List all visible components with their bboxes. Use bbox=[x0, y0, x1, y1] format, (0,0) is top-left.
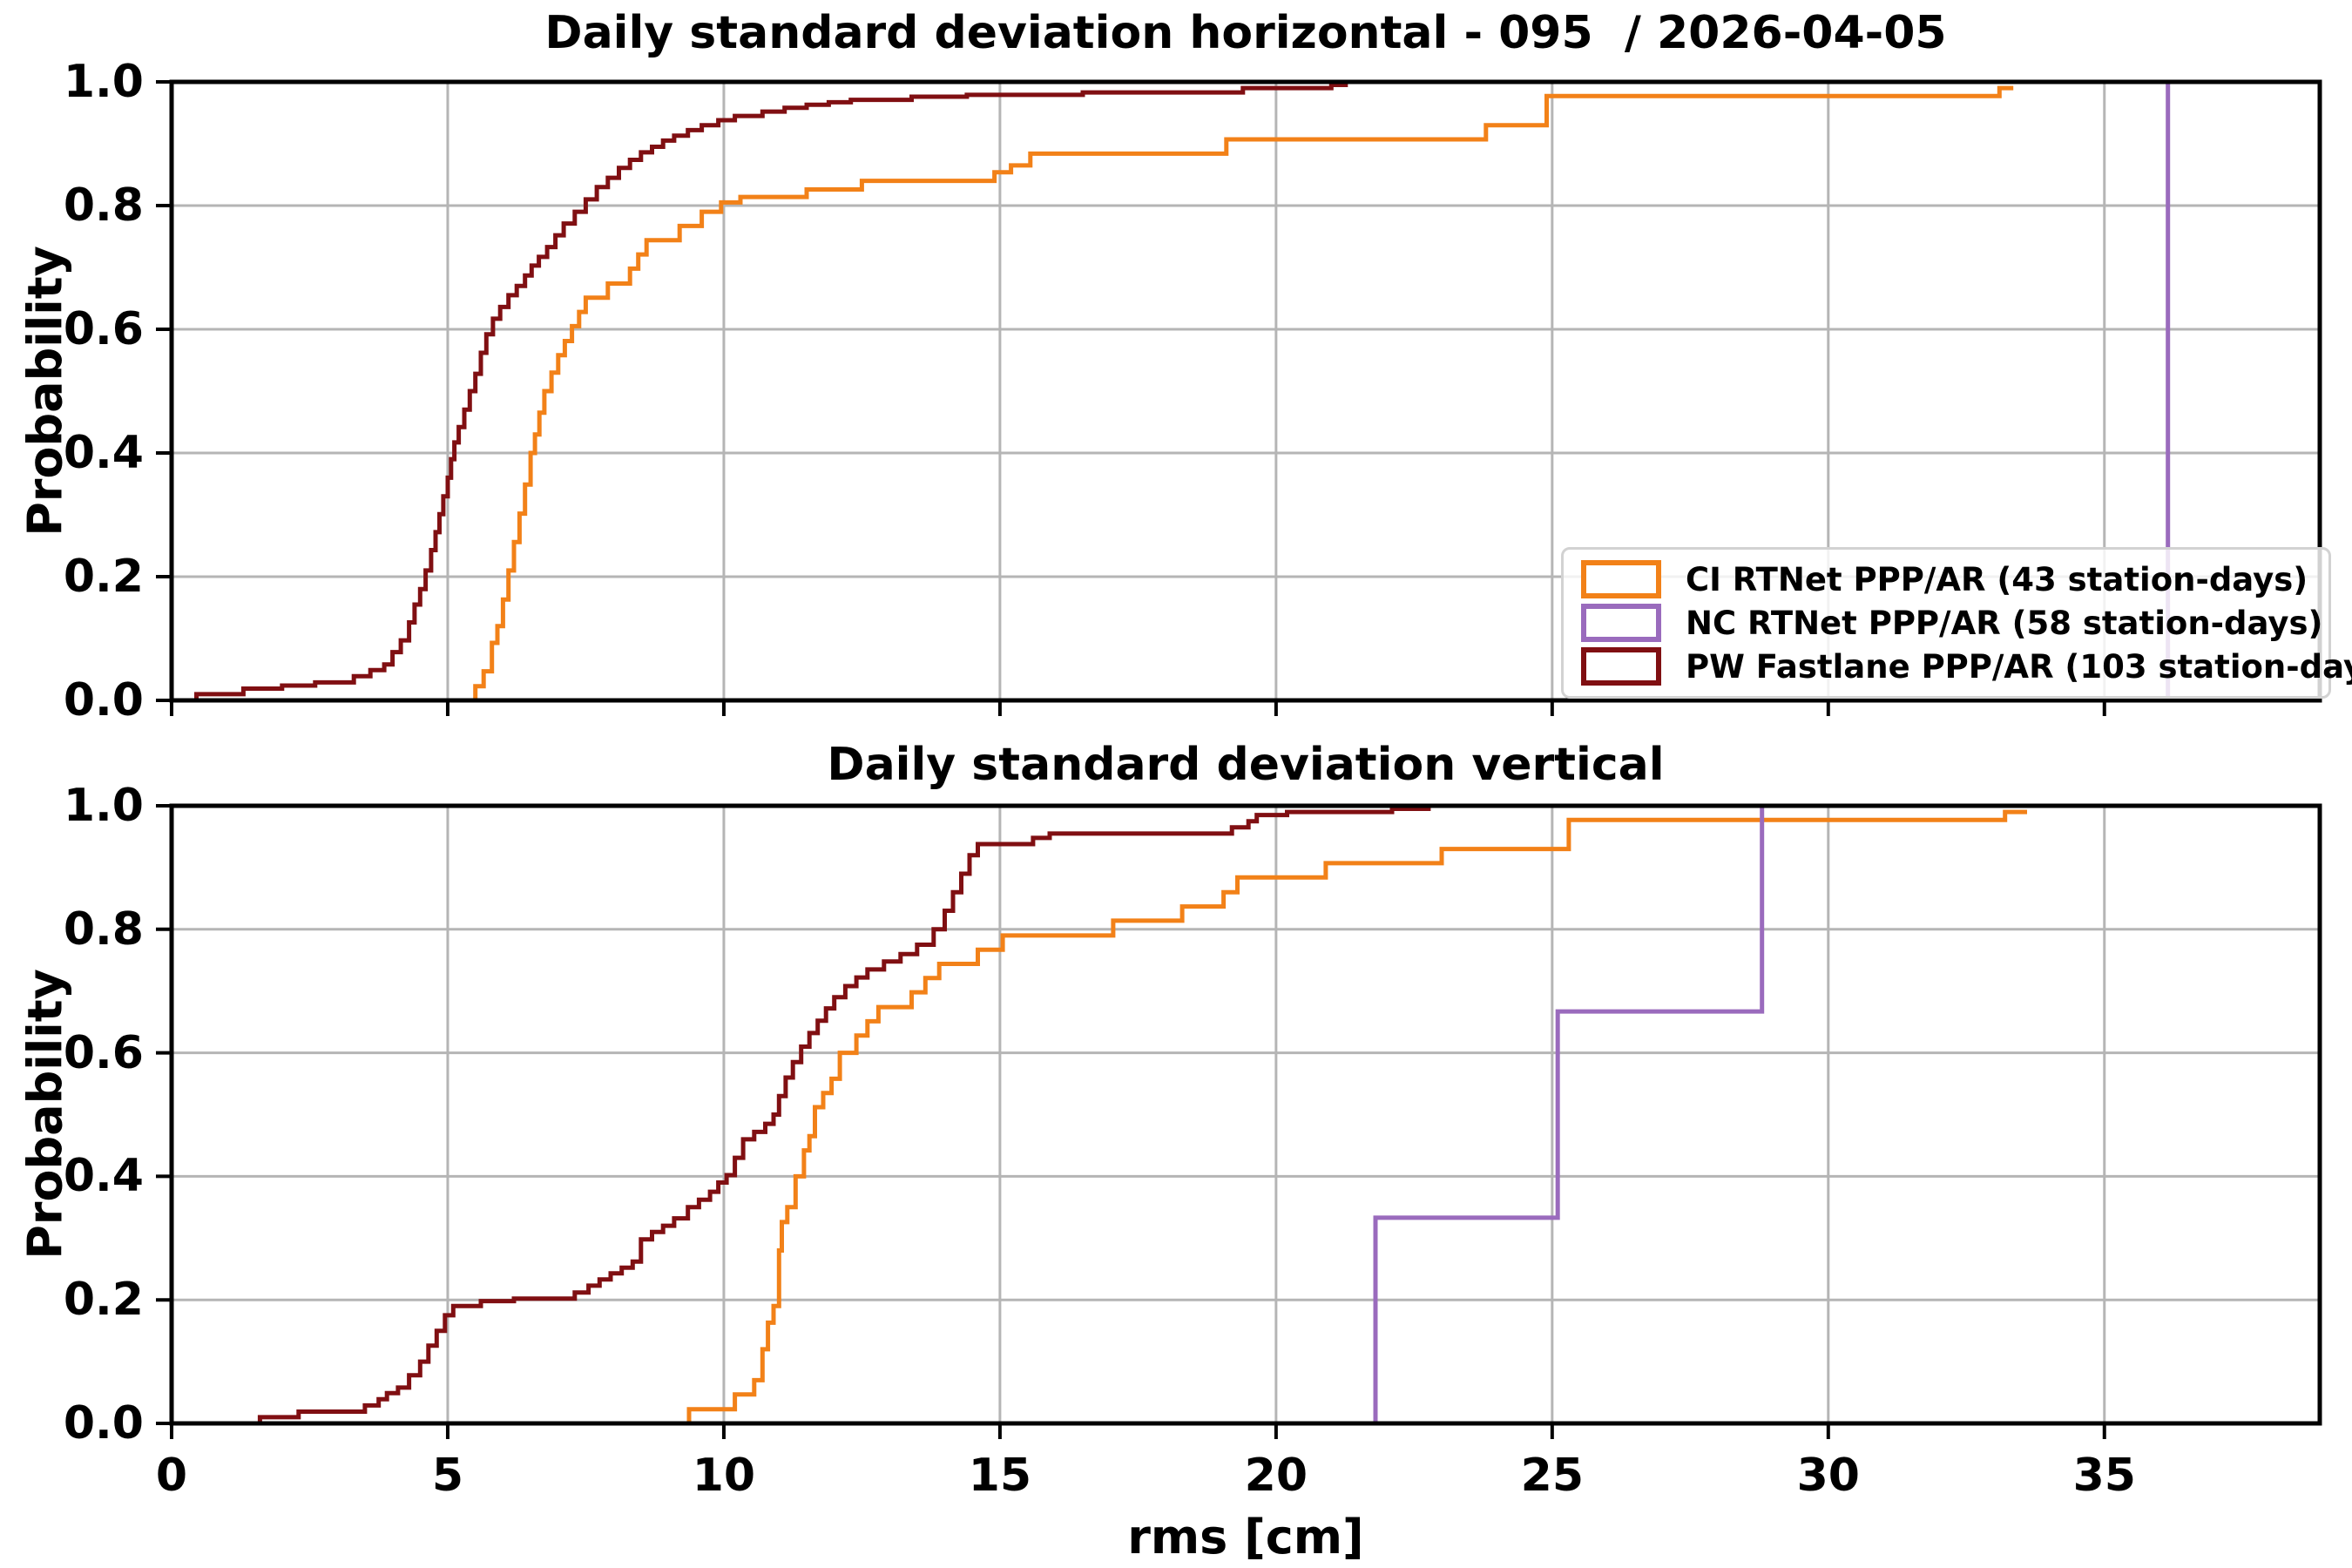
series-line-ci-rtnet-chart2 bbox=[686, 809, 2027, 1423]
legend-patch-pw-fastlane bbox=[1581, 647, 1661, 686]
y-tick-label-0.8: 0.8 bbox=[63, 902, 144, 956]
y-tick-label-0.6: 0.6 bbox=[63, 1026, 144, 1079]
y-tick-label-1.0: 1.0 bbox=[63, 780, 144, 832]
chart-2 bbox=[156, 803, 2322, 1439]
chart-1 bbox=[156, 79, 2322, 716]
y-tick-label-0.8: 0.8 bbox=[63, 179, 144, 232]
y-tick-label-0.2: 0.2 bbox=[63, 551, 144, 603]
y-tick-label-0.4: 0.4 bbox=[63, 427, 144, 479]
x-tick-label-30: 30 bbox=[1796, 1450, 1860, 1502]
bottom-chart-ylabel: Probability bbox=[17, 969, 73, 1260]
plot-spines-2 bbox=[169, 803, 2322, 1426]
x-tick-label-20: 20 bbox=[1244, 1450, 1308, 1502]
series-line-pw-fastlane-chart2 bbox=[257, 807, 1431, 1423]
legend-item-nc-rtnet: NC RTNet PPP/AR (58 station-days) bbox=[1581, 604, 2323, 642]
legend-label-ci-rtnet: CI RTNet PPP/AR (43 station-days) bbox=[1686, 560, 2308, 598]
series-line-pw-fastlane-chart1 bbox=[194, 83, 1348, 700]
x-tick-label-25: 25 bbox=[1520, 1450, 1585, 1502]
legend-patch-nc-rtnet bbox=[1581, 604, 1661, 642]
x-tick-label-0: 0 bbox=[155, 1450, 188, 1502]
y-tick-label-0.0: 0.0 bbox=[63, 674, 144, 727]
y-tick-label-0.2: 0.2 bbox=[63, 1274, 144, 1327]
legend-item-pw-fastlane: PW Fastlane PPP/AR (103 station-days) bbox=[1581, 647, 2352, 686]
legend-item-ci-rtnet: CI RTNet PPP/AR (43 station-days) bbox=[1581, 560, 2320, 598]
legend-label-pw-fastlane: PW Fastlane PPP/AR (103 station-days) bbox=[1686, 647, 2352, 686]
legend-label-nc-rtnet: NC RTNet PPP/AR (58 station-days) bbox=[1686, 604, 2323, 642]
bottom-chart-title: Daily standard deviation vertical bbox=[827, 739, 1665, 791]
x-tick-label-35: 35 bbox=[2072, 1450, 2136, 1502]
y-tick-label-0.6: 0.6 bbox=[63, 303, 144, 355]
x-tick-label-5: 5 bbox=[431, 1450, 464, 1502]
x-tick-label-10: 10 bbox=[692, 1450, 756, 1502]
series-line-ci-rtnet-chart1 bbox=[473, 85, 2014, 700]
y-tick-label-0.0: 0.0 bbox=[63, 1397, 144, 1450]
top-chart-ylabel: Probability bbox=[17, 246, 73, 537]
x-axis-label: rms [cm] bbox=[1127, 1510, 1364, 1565]
y-tick-label-0.4: 0.4 bbox=[63, 1150, 144, 1203]
top-chart-title: Daily standard deviation horizontal - 09… bbox=[544, 7, 1947, 59]
y-tick-label-1.0: 1.0 bbox=[63, 56, 144, 108]
legend: CI RTNet PPP/AR (43 station-days) NC RTN… bbox=[1561, 547, 2352, 699]
series-line-nc-rtnet-chart2 bbox=[172, 806, 1765, 1426]
plot-spines-1 bbox=[169, 79, 2322, 703]
x-tick-label-15: 15 bbox=[968, 1450, 1032, 1502]
legend-patch-ci-rtnet bbox=[1581, 560, 1661, 598]
